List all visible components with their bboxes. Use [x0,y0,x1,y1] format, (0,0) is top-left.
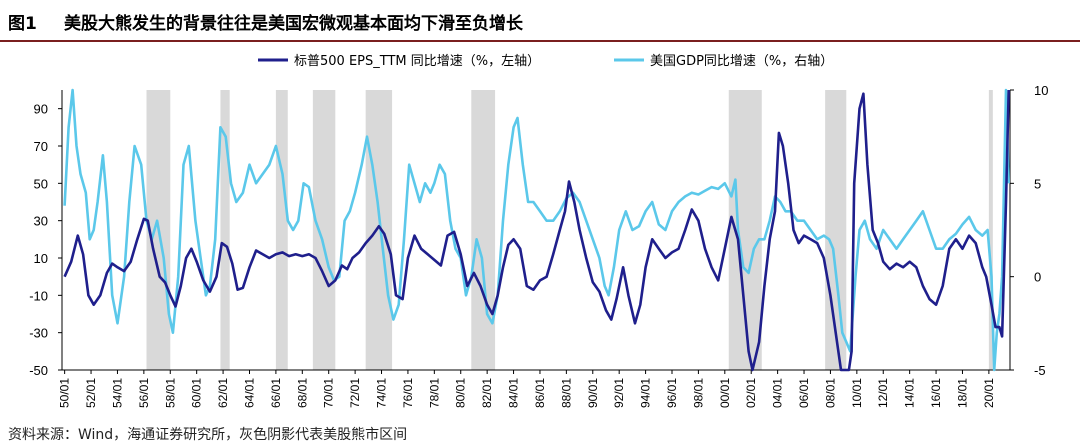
figure-title: 美股大熊发生的背景往往是美国宏微观基本面均下滑至负增长 [64,14,523,34]
left-tick-label: 10 [34,251,48,266]
right-tick-label: 10 [1034,83,1048,98]
x-tick-label: 92/01 [612,378,626,408]
right-tick-label: 5 [1034,176,1041,191]
x-tick-label: 02/01 [744,378,758,408]
x-tick-label: 54/01 [110,378,124,408]
left-tick-label: 90 [34,102,48,117]
x-tick-label: 96/01 [665,378,679,408]
bear-market-shade [988,90,993,370]
bear-market-shade [365,90,393,370]
left-tick-label: 50 [34,176,48,191]
x-tick-label: 20/01 [982,378,996,408]
left-tick-label: -30 [29,326,48,341]
x-tick-label: 06/01 [797,378,811,408]
x-tick-label: 04/01 [771,378,785,408]
x-tick-label: 62/01 [216,378,230,408]
left-tick-label: 70 [34,139,48,154]
x-tick-label: 12/01 [876,378,890,408]
x-tick-label: 10/01 [850,378,864,408]
bear-market-shade [471,90,496,370]
x-tick-label: 86/01 [533,378,547,408]
x-tick-label: 94/01 [639,378,653,408]
right-tick-label: -5 [1034,363,1046,378]
left-tick-label: 30 [34,214,48,229]
x-tick-label: 88/01 [559,378,573,408]
series-lines [63,88,1010,372]
x-tick-label: 50/01 [58,378,72,408]
x-tick-label: 82/01 [480,378,494,408]
x-tick-label: 14/01 [903,378,917,408]
x-tick-label: 66/01 [269,378,283,408]
x-tick-label: 74/01 [375,378,389,408]
x-tick-label: 78/01 [427,378,441,408]
x-tick-label: 90/01 [586,378,600,408]
legend: 标普500 EPS_TTM 同比增速（%，左轴） 美国GDP同比增速（%，右轴） [258,54,833,69]
gdp-series-line [63,88,1010,372]
x-tick-label: 98/01 [691,378,705,408]
x-tick-label: 58/01 [163,378,177,408]
x-tick-label: 16/01 [929,378,943,408]
x-tick-label: 68/01 [295,378,309,408]
left-tick-label: -10 [29,288,48,303]
eps-series-line [63,89,1010,372]
bear-market-shade [275,90,288,370]
x-tick-label: 76/01 [401,378,415,408]
x-tick-label: 52/01 [84,378,98,408]
legend-eps-label: 标普500 EPS_TTM 同比增速（%，左轴） [294,54,540,69]
legend-gdp-label: 美国GDP同比增速（%，右轴） [650,54,833,69]
x-tick-label: 80/01 [454,378,468,408]
x-tick-label: 00/01 [718,378,732,408]
x-tick-label: 64/01 [242,378,256,408]
x-tick-label: 56/01 [137,378,151,408]
bear-market-shade [220,90,230,370]
x-tick-label: 60/01 [190,378,204,408]
x-tick-label: 72/01 [348,378,362,408]
right-tick-label: 0 [1034,270,1041,285]
source-note: 资料来源：Wind，海通证券研究所，灰色阴影代表美股熊市区间 [8,427,408,443]
x-tick-label: 08/01 [823,378,837,408]
left-tick-label: -50 [29,363,48,378]
bear-market-shade [312,90,336,370]
figure-number: 图1 [8,14,37,34]
figure-title-bar: 图1 美股大熊发生的背景往往是美国宏微观基本面均下滑至负增长 [0,0,1080,42]
x-tick-label: 18/01 [955,378,969,408]
x-tick-label: 84/01 [507,378,521,408]
x-tick-label: 70/01 [322,378,336,408]
